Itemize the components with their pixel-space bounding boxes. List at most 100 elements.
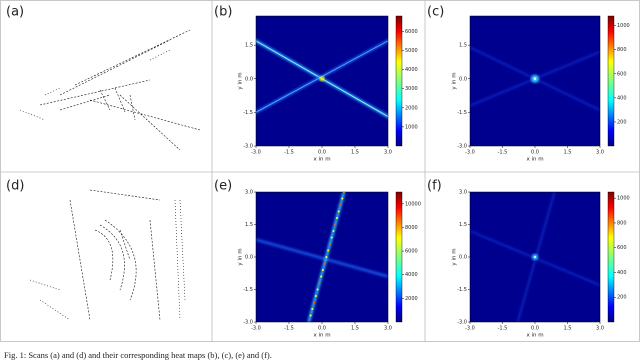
y-tick-label: -1.5 [243,110,253,116]
colorbar-tick-label: 1000 [617,196,630,202]
y-tick-label: -3.0 [243,144,253,150]
y-tick-label: 1.5 [245,222,253,228]
heatmap [256,192,388,322]
heat-dot [313,301,316,304]
heat-peak [533,77,537,80]
x-axis-label: x in m [526,333,543,339]
heat-dot [325,256,328,258]
heat-dot [341,197,344,200]
x-tick-label: 0.0 [318,326,326,332]
x-tick-label: 1.5 [351,150,359,156]
colorbar-tick-label: 2000 [405,105,418,111]
colorbar-tick-label: 6000 [405,29,418,35]
colorbar-tick-label: 10000 [405,201,421,207]
x-tick-label: 3.0 [384,150,392,156]
y-tick-label: 0.0 [245,255,253,261]
colorbar [607,191,615,323]
scan-d [29,189,186,321]
colorbar [395,15,403,147]
heat-dot [318,282,321,284]
x-tick-label: 0.0 [531,150,539,156]
colorbar-tick-label: 600 [617,71,627,77]
y-tick-label: 3.0 [459,190,467,196]
x-tick-label: -3.0 [465,150,475,156]
x-tick-label: 3.0 [596,326,604,332]
colorbar-tick-label: 6000 [405,249,418,255]
heat-dot [320,275,323,278]
panel-label: (a) [6,5,24,20]
x-tick-label: 0.0 [318,150,326,156]
y-tick-label: -1.5 [457,287,467,293]
colorbar-tick-label: 600 [617,245,627,251]
colorbar-tick-label: 200 [617,295,627,301]
x-tick-label: -3.0 [251,150,261,156]
colorbar-tick-label: 800 [617,220,627,226]
y-tick-label: 0.0 [459,76,467,82]
heat-dot [314,295,317,297]
panel-label: (e) [214,179,232,194]
colorbar-tick-label: 1000 [405,124,418,130]
panel-label: (f) [427,179,442,194]
x-tick-label: -1.5 [498,150,508,156]
x-tick-label: -1.5 [284,326,294,332]
heat-ridge [256,238,388,278]
y-axis-label: y in m [238,248,244,265]
colorbar-tick-label: 800 [617,47,627,53]
y-axis-label: y in m [452,72,458,89]
heatmap-features [256,192,388,322]
colorbar-tick-label: 3000 [405,86,418,92]
heat-peak [534,256,536,258]
y-tick-label: -1.5 [243,287,253,293]
y-axis-label: y in m [452,248,458,265]
x-tick-label: -3.0 [465,326,475,332]
caption: Fig. 1: Scans (a) and (d) and their corr… [4,350,272,360]
panel-label: (c) [427,5,444,20]
heat-dot [323,262,326,265]
y-tick-label: 1.5 [245,43,253,49]
heat-peak [319,76,325,82]
heat-dot [332,230,335,232]
heat-dot [330,236,333,239]
x-tick-label: 0.0 [531,326,539,332]
x-axis-label: x in m [313,157,330,163]
x-tick-label: 3.0 [384,326,392,332]
heat-dot [316,288,319,291]
panel-label: (d) [6,179,24,194]
heatmap-features [470,46,600,111]
colorbar-tick-label: 4000 [405,67,418,73]
panel-label: (b) [214,5,232,20]
heat-dot [339,204,342,206]
colorbar [607,15,615,147]
heat-dot [334,223,337,226]
colorbar-tick-label: 200 [617,119,627,125]
y-tick-label: -3.0 [243,320,253,326]
colorbar-tick-label: 5000 [405,48,418,54]
heat-dot [311,308,314,310]
x-tick-label: -1.5 [498,326,508,332]
y-tick-label: 0.0 [245,76,253,82]
heat-dot [337,210,340,213]
x-tick-label: 1.5 [564,150,572,156]
heat-dot [335,217,338,219]
colorbar-tick-label: 4000 [405,272,418,278]
colorbar-tick-label: 2000 [405,296,418,302]
y-tick-label: 0.0 [459,255,467,261]
y-tick-label: 1.5 [459,43,467,49]
x-tick-label: 1.5 [351,326,359,332]
x-axis-label: x in m [313,333,330,339]
colorbar-tick-label: 400 [617,95,627,101]
heat-dot [328,243,331,245]
x-axis-label: x in m [526,157,543,163]
colorbar-tick-label: 400 [617,270,627,276]
heatmap-features [470,192,600,322]
x-tick-label: 3.0 [596,150,604,156]
x-tick-label: -3.0 [251,326,261,332]
y-tick-label: 3.0 [245,190,253,196]
y-tick-label: 1.5 [459,222,467,228]
heat-dot [309,314,312,317]
colorbar-tick-label: 8000 [405,225,418,231]
y-tick-label: -1.5 [457,110,467,116]
heatmap-features [256,39,388,119]
